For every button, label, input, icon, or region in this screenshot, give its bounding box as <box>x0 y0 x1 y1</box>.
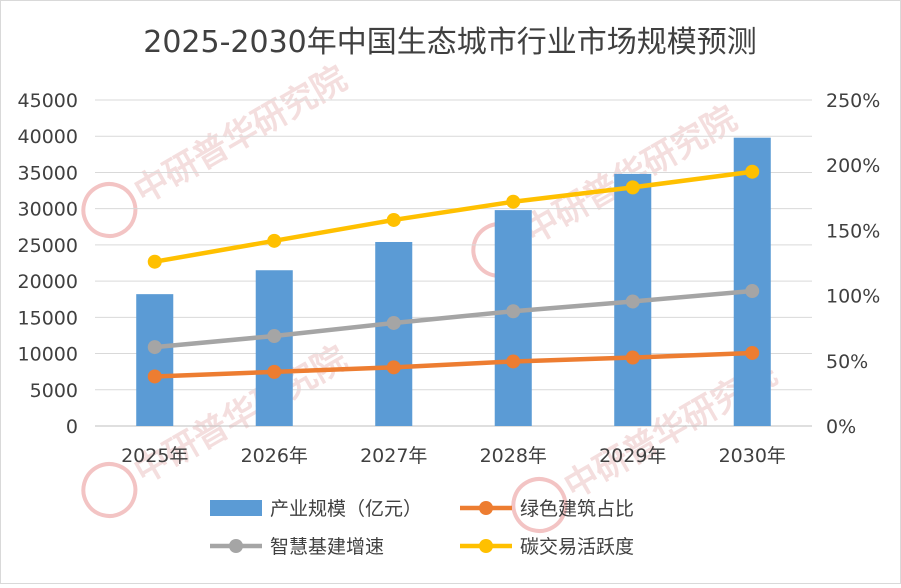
right-tick-label: 200% <box>826 155 880 177</box>
series-line <box>152 288 755 350</box>
x-tick-label: 2030年 <box>719 445 786 467</box>
series-marker <box>386 360 401 375</box>
bar <box>375 241 413 426</box>
right-tick-label: 150% <box>826 220 880 242</box>
left-tick-label: 40000 <box>18 126 78 148</box>
series-line <box>152 350 755 379</box>
x-tick-label: 2027年 <box>360 445 427 467</box>
series-marker <box>267 233 282 248</box>
watermark-logo-icon <box>81 182 138 238</box>
x-tick-label: 2025年 <box>121 445 188 467</box>
series-marker <box>147 254 162 269</box>
series-marker <box>506 304 521 319</box>
series-line <box>152 169 755 264</box>
x-tick-label: 2028年 <box>480 445 547 467</box>
legend-swatch <box>210 500 262 516</box>
series-marker <box>506 194 521 209</box>
bar <box>255 270 293 426</box>
right-tick-label: 250% <box>826 90 880 112</box>
left-tick-label: 15000 <box>18 307 78 329</box>
series-marker <box>506 354 521 369</box>
legend-label: 绿色建筑占比 <box>520 498 634 520</box>
legend-label: 碳交易活跃度 <box>520 536 634 558</box>
series-marker <box>625 350 640 365</box>
right-axis-ticks: 0% 50% 100% 150% 200% 250% <box>826 90 880 438</box>
watermark-logo-icon <box>81 462 138 518</box>
legend-marker <box>479 539 493 553</box>
series-marker <box>625 294 640 309</box>
legend-item: 绿色建筑占比 <box>460 498 634 520</box>
series-marker <box>147 369 162 384</box>
series-marker <box>147 340 162 355</box>
series-marker <box>745 345 760 360</box>
right-tick-label: 0% <box>826 416 856 438</box>
x-tick-label: 2029年 <box>599 445 666 467</box>
left-tick-label: 45000 <box>18 90 78 112</box>
left-tick-label: 5000 <box>30 380 78 402</box>
left-axis-ticks: 0 5000 10000 15000 20000 25000 30000 35000 40000… <box>18 90 78 438</box>
series-marker <box>386 315 401 330</box>
right-tick-label: 50% <box>826 351 868 373</box>
left-tick-label: 30000 <box>18 199 78 221</box>
legend-item: 碳交易活跃度 <box>460 536 634 558</box>
legend-marker <box>479 501 493 515</box>
bar <box>733 137 771 426</box>
legend-marker <box>229 539 243 553</box>
legend-item: 智慧基建增速 <box>210 536 384 558</box>
x-axis-ticks: 2025年 2026年 2027年 2028年 2029年 2030年 <box>121 445 786 467</box>
left-tick-label: 35000 <box>18 162 78 184</box>
left-tick-label: 20000 <box>18 271 78 293</box>
series-marker <box>386 212 401 227</box>
series-marker <box>745 284 760 299</box>
chart-title: 2025-2030年中国生态城市行业市场规模预测 <box>143 25 757 60</box>
bars <box>136 137 771 426</box>
x-tick-label: 2026年 <box>241 445 308 467</box>
legend-item: 产业规模（亿元） <box>210 498 422 520</box>
series-marker <box>267 329 282 344</box>
series-marker <box>625 180 640 195</box>
legend-label: 智慧基建增速 <box>270 536 384 558</box>
series-marker <box>745 164 760 179</box>
watermark-logo-icon <box>511 477 568 533</box>
bar <box>136 294 174 426</box>
right-tick-label: 100% <box>826 286 880 308</box>
left-tick-label: 25000 <box>18 235 78 257</box>
lines <box>147 164 760 384</box>
legend-label: 产业规模（亿元） <box>270 498 422 520</box>
left-tick-label: 0 <box>66 416 78 438</box>
left-tick-label: 10000 <box>18 344 78 366</box>
series-marker <box>267 364 282 379</box>
